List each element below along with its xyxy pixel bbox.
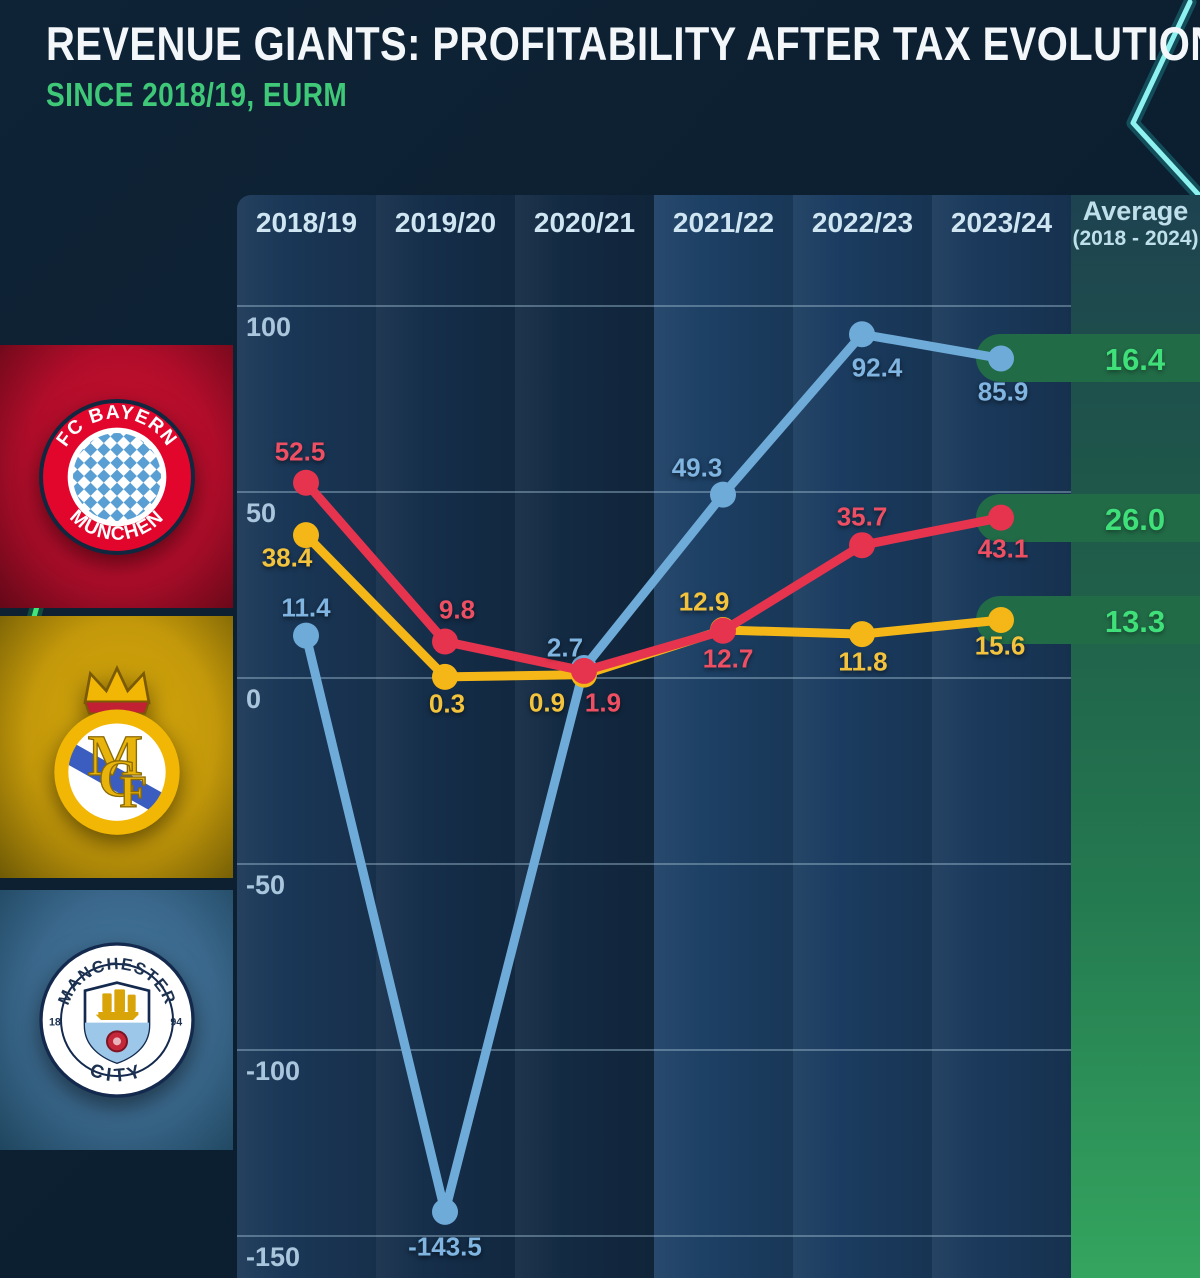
data-point: [849, 621, 875, 648]
y-axis-tick-label: 100: [246, 312, 292, 342]
data-point-label: 11.8: [838, 646, 888, 677]
gridline: [237, 677, 1071, 679]
average-value: 13.3: [1104, 603, 1166, 639]
gridline: [237, 305, 1071, 307]
season-header: 2019/20: [394, 207, 497, 238]
data-point: [293, 522, 319, 549]
page-title: REVENUE GIANTS: PROFITABILITY AFTER TAX …: [46, 17, 1200, 70]
average-column-header: Average (2018 - 2024): [1071, 196, 1200, 251]
y-axis-tick-label: -100: [246, 1056, 301, 1086]
data-point-label: 15.6: [974, 630, 1026, 661]
bayern-munich-logo-icon: FC BAYERN MÜNCHEN: [38, 398, 195, 555]
data-point-label: 92.4: [851, 352, 903, 383]
gridline: [237, 491, 1071, 493]
data-point: [432, 1198, 458, 1225]
club-band-man-city: MANCHESTER CITY 18 94: [0, 890, 233, 1150]
data-point-label: 0.9: [528, 687, 566, 718]
real-madrid-logo-icon: M C F: [53, 664, 180, 835]
season-header: 2023/24: [950, 207, 1053, 238]
data-point: [571, 657, 597, 684]
y-axis-tick-label: 0: [246, 684, 262, 714]
series-line-manchester-city: [301, 329, 1006, 1217]
data-point-label: 0.3: [428, 688, 466, 719]
data-point-label: 1.9: [584, 687, 622, 718]
season-column: [932, 195, 1071, 1278]
svg-text:C: C: [98, 748, 137, 808]
season-column: [237, 195, 376, 1278]
svg-text:M: M: [87, 722, 142, 787]
season-header: 2022/23: [811, 207, 914, 238]
y-axis-tick-label: -150: [246, 1242, 301, 1272]
data-point-label: 11.4: [281, 592, 331, 623]
data-point-label: 2.7: [546, 632, 584, 663]
average-pill: [976, 493, 1200, 542]
data-point: [710, 617, 736, 644]
y-axis-tick-label: 50: [246, 498, 277, 528]
data-point: [849, 321, 875, 348]
season-column: [793, 195, 932, 1278]
gridline: [237, 863, 1071, 865]
data-point-label: 49.3: [671, 452, 723, 483]
page-subtitle: SINCE 2018/19, EURM: [46, 76, 348, 113]
svg-text:18: 18: [49, 1016, 61, 1028]
y-axis-tick-label: -50: [246, 870, 286, 900]
data-point: [571, 661, 597, 688]
svg-text:F: F: [119, 766, 147, 816]
series-line-fc-bayern-m-nchen: [301, 478, 1006, 676]
average-pill: [976, 334, 1200, 383]
data-point-label: 9.8: [438, 594, 476, 625]
svg-text:94: 94: [170, 1016, 182, 1028]
data-point: [293, 469, 319, 496]
data-point: [710, 481, 736, 508]
average-value: 16.4: [1104, 342, 1166, 378]
season-column: [654, 195, 793, 1278]
season-header: 2020/21: [533, 207, 636, 238]
series-line-real-madrid: [301, 530, 1006, 682]
data-point: [988, 345, 1014, 372]
club-band-real-madrid: M C F: [0, 616, 233, 878]
data-point-label: 38.4: [261, 542, 313, 573]
data-point: [571, 654, 597, 681]
gridline: [237, 1049, 1071, 1051]
data-point-label: 12.9: [678, 586, 730, 617]
data-point: [710, 617, 736, 644]
season-column: [515, 195, 654, 1278]
data-point-label: -143.5: [408, 1231, 482, 1262]
data-point: [988, 606, 1014, 633]
data-point: [849, 532, 875, 559]
data-point-label: 52.5: [274, 436, 326, 467]
manchester-city-logo-icon: MANCHESTER CITY 18 94: [38, 942, 195, 1098]
data-point: [988, 504, 1014, 531]
data-point-label: 35.7: [836, 501, 888, 532]
data-point-label: 12.7: [702, 643, 754, 674]
data-point: [293, 622, 319, 649]
data-point: [432, 663, 458, 690]
average-header-line2: (2018 - 2024): [1072, 227, 1199, 250]
season-header: 2018/19: [255, 207, 358, 238]
gridline: [237, 1235, 1071, 1237]
data-point-label: 43.1: [977, 533, 1029, 564]
average-header-line1: Average: [1082, 196, 1189, 226]
data-point: [432, 628, 458, 655]
average-value: 26.0: [1104, 501, 1166, 537]
season-column: [376, 195, 515, 1278]
season-header: 2021/22: [672, 207, 775, 238]
club-band-bayern: FC BAYERN MÜNCHEN: [0, 345, 233, 608]
average-pill: [976, 595, 1200, 644]
average-column: [1071, 195, 1200, 1278]
data-point-label: 85.9: [977, 376, 1029, 407]
